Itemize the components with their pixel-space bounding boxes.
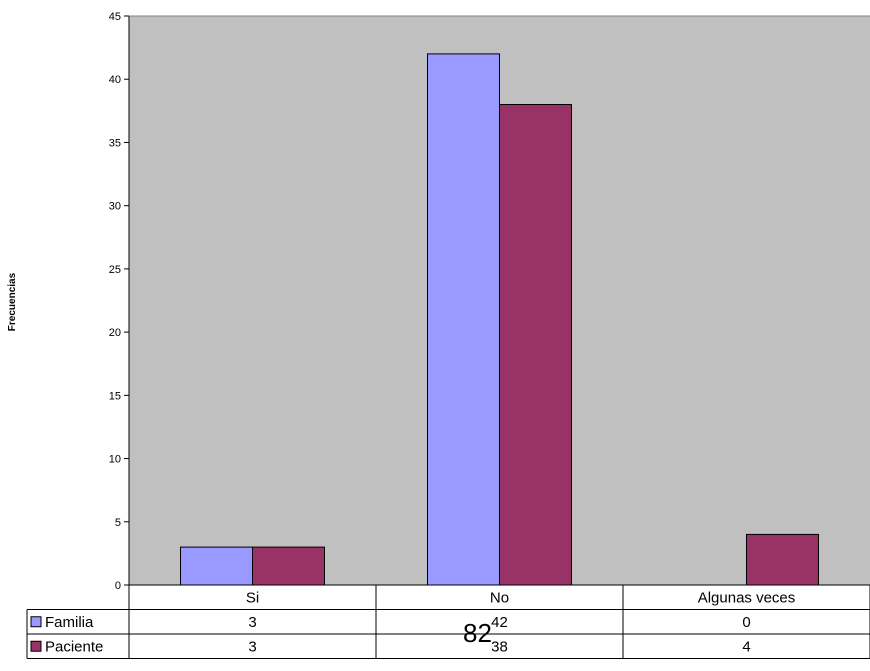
y-tick-label: 30: [109, 201, 121, 213]
table-cell-value: 42: [491, 614, 508, 631]
y-tick-label: 40: [109, 74, 121, 86]
bar-paciente-1: [499, 104, 572, 586]
y-tick-label: 45: [109, 11, 121, 23]
y-tick-label: 25: [109, 264, 121, 276]
bar-familia-1: [427, 53, 500, 586]
y-axis-label: Frecuencias: [7, 272, 18, 331]
axes-group: 0 5 10 15 20 25 30 35 40 45: [109, 11, 870, 592]
y-tick-label: 5: [115, 517, 121, 529]
bar-paciente-2: [746, 533, 819, 586]
y-tick-label: 10: [109, 454, 121, 466]
legend-label-paciente: Paciente: [45, 638, 103, 655]
legend-key-paciente: [30, 640, 42, 652]
table-cell-value: 3: [248, 638, 256, 655]
legend-key-familia: [30, 616, 42, 628]
x-category-label: Si: [246, 589, 259, 606]
bars-group: [180, 53, 819, 586]
table-cell-value: 3: [248, 614, 256, 631]
data-table: Si No Algunas veces Familia 3 42 0 Paciente 3 38 4: [26, 584, 870, 659]
table-cell-value: 38: [491, 638, 508, 655]
page-number: 82: [463, 618, 492, 648]
legend-label-familia: Familia: [45, 614, 94, 631]
y-tick-label: 0: [115, 580, 121, 592]
bar-paciente-0: [252, 546, 325, 586]
table-cell-value: 0: [742, 614, 750, 631]
y-tick-label: 35: [109, 137, 121, 149]
table-cell-value: 4: [742, 638, 750, 655]
bar-familia-0: [180, 546, 253, 586]
y-tick-label: 15: [109, 390, 121, 402]
x-category-label: No: [490, 589, 509, 606]
x-category-label: Algunas veces: [698, 589, 796, 606]
y-tick-label: 20: [109, 327, 121, 339]
